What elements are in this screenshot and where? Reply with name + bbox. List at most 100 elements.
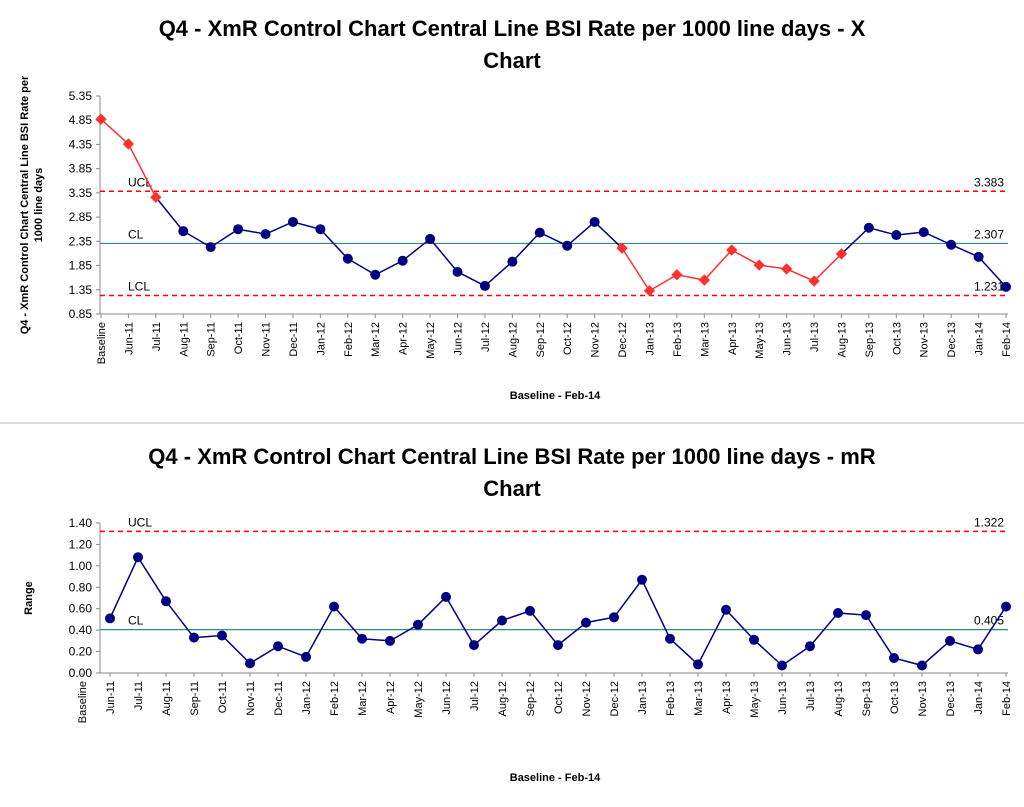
x-tick-label: Baseline [77, 681, 89, 723]
cl-value: 2.307 [974, 227, 1004, 241]
x-tick-label: Jul-12 [469, 681, 481, 711]
x-chart: Q4 - XmR Control Chart Central Line BSI … [19, 16, 1013, 402]
series-segment [669, 638, 699, 665]
data-point [581, 617, 591, 628]
chart-title: Chart [483, 476, 541, 501]
series-segment [374, 260, 404, 276]
x-tick-label: Dec-12 [617, 322, 629, 357]
data-point [889, 653, 899, 663]
data-point [861, 610, 871, 621]
x-tick-label: Sep-11 [189, 681, 201, 716]
cl-label: CL [128, 614, 144, 628]
x-tick-label: Oct-12 [553, 681, 565, 714]
series-segment [127, 143, 157, 198]
series-segment [753, 639, 783, 667]
data-point [425, 233, 436, 244]
chart-title: Q4 - XmR Control Chart Central Line BSI … [159, 16, 866, 41]
data-point [260, 229, 271, 240]
x-tick-label: Jun-11 [123, 322, 135, 355]
data-point [469, 640, 479, 651]
y-tick-label: 0.40 [69, 623, 93, 637]
series-segment [781, 645, 811, 667]
cl-label: CL [128, 227, 144, 241]
x-tick-label: Jun-11 [105, 681, 117, 714]
series-segment [529, 610, 559, 646]
signal-point [616, 242, 628, 254]
y-tick-label: 3.35 [69, 186, 93, 200]
x-axis-label: Baseline - Feb-14 [510, 772, 601, 784]
signal-point [808, 275, 820, 287]
y-tick-label: 0.85 [69, 307, 93, 321]
data-point [525, 605, 535, 616]
y-tick-label: 2.85 [69, 210, 93, 224]
x-tick-label: Aug-13 [836, 322, 848, 357]
series-segment [566, 221, 596, 247]
data-point [385, 635, 395, 646]
data-point [749, 634, 759, 645]
x-tick-label: Dec-11 [273, 681, 285, 716]
series-segment [100, 118, 129, 145]
data-point [178, 226, 189, 237]
y-axis-label: 1000 line days [33, 168, 45, 243]
data-point [189, 632, 199, 643]
data-point [441, 591, 451, 602]
series-segment [417, 596, 447, 626]
y-tick-label: 1.35 [69, 283, 93, 297]
data-point [507, 256, 518, 267]
data-point [918, 227, 929, 238]
data-point [479, 280, 490, 291]
x-tick-label: Jul-11 [151, 322, 163, 351]
series-segment [840, 227, 870, 255]
y-tick-label: 0.60 [69, 602, 93, 616]
x-tick-label: Aug-12 [497, 681, 509, 716]
y-tick-label: 0.80 [69, 580, 93, 594]
y-tick-label: 0.00 [69, 666, 93, 680]
lcl-label: LCL [128, 280, 150, 294]
series-segment [165, 600, 195, 639]
data-point [637, 574, 647, 585]
ucl-value: 3.383 [974, 175, 1004, 189]
series-segment [641, 579, 671, 640]
data-point [562, 240, 573, 251]
x-tick-label: May-13 [754, 322, 766, 359]
series-segment [703, 249, 733, 281]
data-point [589, 216, 600, 227]
data-point [497, 615, 507, 626]
series-segment [429, 238, 459, 273]
y-tick-label: 4.85 [69, 113, 93, 127]
series-segment [457, 271, 486, 287]
y-tick-label: 0.20 [69, 645, 93, 659]
series-segment [539, 231, 568, 247]
ucl-value: 1.322 [974, 515, 1004, 529]
x-axis-label: Baseline - Feb-14 [510, 390, 601, 402]
series-segment [557, 622, 587, 646]
x-tick-label: Mar-12 [357, 681, 369, 716]
data-point [1001, 601, 1011, 612]
data-point [397, 255, 408, 266]
x-tick-label: Dec-13 [945, 681, 957, 716]
lcl-value: 1.231 [974, 280, 1004, 294]
data-point [357, 633, 367, 644]
x-tick-label: Jan-12 [315, 322, 327, 356]
data-point [217, 630, 227, 641]
x-tick-label: Nov-11 [261, 322, 273, 357]
signal-point [150, 191, 162, 203]
chart-title: Chart [483, 48, 541, 73]
x-tick-label: Apr-13 [727, 322, 739, 355]
x-tick-label: Sep-13 [864, 322, 876, 357]
series-segment [249, 645, 279, 664]
data-point [287, 216, 298, 227]
x-tick-label: Jan-12 [301, 681, 313, 715]
series-segment [978, 256, 1007, 288]
data-point [693, 659, 703, 670]
data-point [1001, 281, 1011, 292]
data-point [413, 619, 423, 630]
x-tick-label: Nov-11 [245, 681, 257, 716]
data-point [891, 230, 902, 241]
x-tick-label: Aug-11 [178, 322, 190, 357]
data-point [205, 242, 216, 253]
series-segment [347, 258, 376, 276]
series-segment [813, 253, 842, 282]
x-tick-label: Jul-12 [480, 322, 492, 352]
